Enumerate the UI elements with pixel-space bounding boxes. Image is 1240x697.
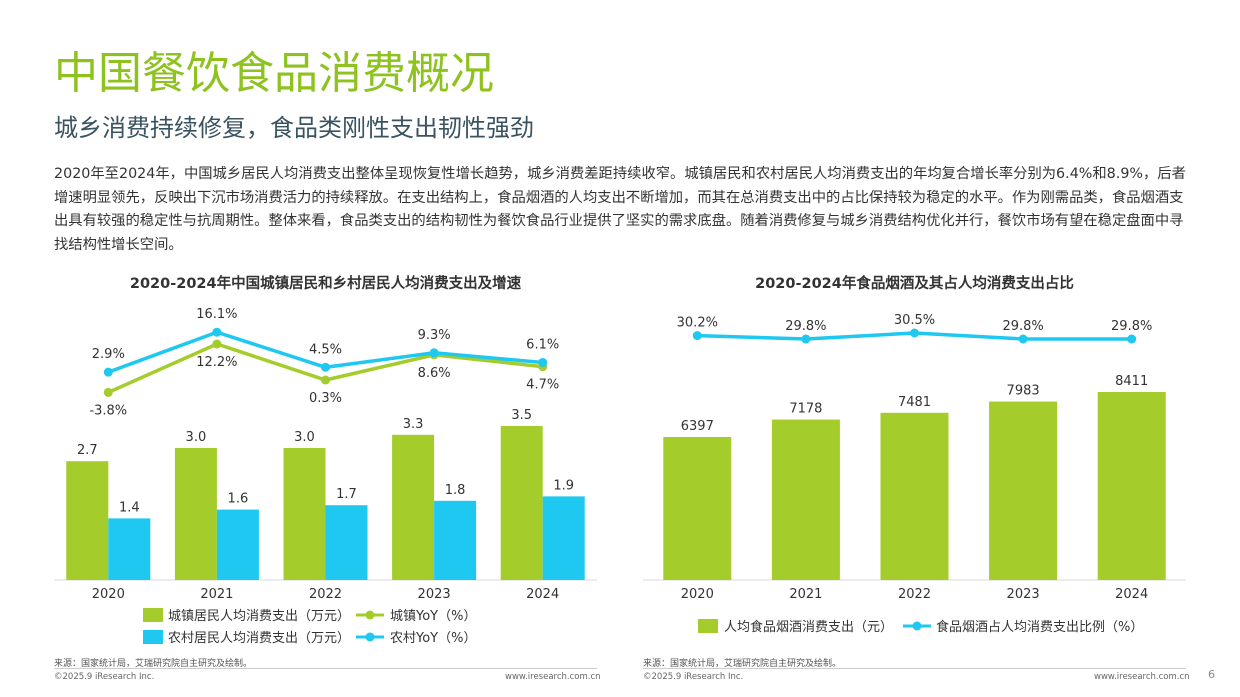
rural-yoy-label: 16.1% (196, 307, 237, 322)
chart1-x-tick: 2021 (200, 587, 233, 602)
food-share-point (910, 328, 919, 338)
urban-yoy-label: 8.6% (418, 366, 451, 381)
food-share-point (1018, 334, 1028, 344)
food-spend-bar-label: 6397 (681, 419, 714, 434)
rural-bar-label: 1.4 (119, 500, 140, 515)
rural-yoy-label: 4.5% (309, 342, 342, 357)
chart2-x-tick: 2020 (681, 587, 714, 602)
chart2-title: 2020-2024年食品烟酒及其占人均消费支出占比 (755, 276, 1074, 292)
food-spend-bar (771, 419, 840, 580)
urban-yoy-label: -3.8% (89, 403, 127, 418)
rural-yoy-point (429, 348, 439, 358)
rural-bar (325, 505, 368, 580)
chart1-title: 2020-2024年中国城镇居民和乡村居民人均消费支出及增速 (129, 276, 522, 292)
rural-yoy-label: 6.1% (526, 337, 559, 352)
legend-food-spend-swatch (698, 619, 718, 633)
rural-bar (108, 518, 151, 580)
page-title: 中国餐饮食品消费概况 (54, 48, 494, 99)
urban-bar-label: 3.0 (186, 430, 207, 445)
rural-bar-label: 1.7 (336, 487, 357, 502)
rural-bar (542, 496, 585, 580)
chart1-x-tick: 2024 (526, 587, 559, 602)
chart2-source: 来源：国家统计局，艾瑞研究院自主研究及绘制。 (643, 659, 842, 669)
food-share-label: 29.8% (1111, 319, 1152, 334)
food-spend-bar-label: 7481 (898, 395, 931, 410)
rural-yoy-point (212, 327, 222, 337)
urban-yoy-point (212, 339, 222, 349)
urban-yoy-point (321, 375, 330, 385)
legend-urban-yoy-text: 城镇YoY（%） (390, 609, 476, 624)
footer-divider-left (54, 668, 597, 669)
rural-yoy-label: 9.3% (418, 328, 451, 343)
footer-divider-right (643, 668, 1186, 669)
legend-rural-bar-text: 农村居民人均消费支出（万元） (168, 631, 350, 646)
legend-rural-yoy-text: 农村YoY（%） (390, 631, 476, 646)
urban-bar-label: 2.7 (77, 443, 98, 458)
chart2-x-tick: 2023 (1007, 587, 1040, 602)
legend-rural-yoy-dot (365, 632, 375, 642)
urban-bar (283, 448, 326, 580)
urban-bar-label: 3.5 (511, 408, 532, 423)
urban-yoy-label: 4.7% (526, 378, 559, 393)
chart2-x-tick: 2021 (789, 587, 822, 602)
food-spend-bar-label: 7178 (789, 402, 822, 417)
page-subtitle: 城乡消费持续修复，食品类刚性支出韧性强劲 (54, 114, 534, 142)
url-right[interactable]: www.iresearch.com.cn (1094, 672, 1190, 682)
urban-bar (500, 426, 543, 580)
urban-bar (174, 448, 217, 580)
legend-food-share-dot (912, 621, 922, 631)
rural-bar-label: 1.6 (228, 492, 249, 507)
food-spend-bar-label: 7983 (1007, 384, 1040, 399)
legend-urban-bar-swatch (143, 608, 163, 622)
rural-bar (434, 500, 477, 580)
legend-rural-bar-swatch (143, 630, 163, 644)
summary-paragraph: 2020年至2024年，中国城乡居民人均消费支出整体呈现恢复性增长趋势，城乡消费… (54, 166, 1186, 253)
chart1-x-tick: 2022 (309, 587, 342, 602)
food-spend-bar-label: 8411 (1115, 374, 1148, 389)
rural-yoy-point (103, 367, 113, 377)
chart2-x-tick: 2024 (1115, 587, 1148, 602)
urban-yoy-point (103, 387, 113, 397)
food-share-point (801, 334, 811, 344)
copyright-right: ©2025.9 iResearch Inc. (643, 672, 744, 682)
urban-bar-label: 3.3 (403, 417, 424, 432)
chart1-source: 来源：国家统计局，艾瑞研究院自主研究及绘制。 (54, 659, 253, 669)
rural-bar (216, 509, 259, 580)
legend-urban-bar-text: 城镇居民人均消费支出（万元） (168, 609, 350, 624)
food-spend-bar (663, 437, 732, 580)
food-spend-bar (989, 401, 1058, 580)
page-number: 6 (1208, 668, 1215, 681)
food-spend-bar (880, 412, 949, 580)
food-share-label: 30.2% (677, 316, 718, 331)
legend-urban-yoy-dot (365, 610, 375, 620)
url-left[interactable]: www.iresearch.com.cn (505, 672, 601, 682)
urban-bar-label: 3.0 (294, 430, 315, 445)
copyright-left: ©2025.9 iResearch Inc. (54, 672, 155, 682)
chart1-x-tick: 2023 (418, 587, 451, 602)
food-spend-bar (1097, 392, 1166, 580)
rural-bar-label: 1.8 (445, 483, 466, 498)
food-share-label: 29.8% (785, 319, 826, 334)
rural-yoy-point (321, 362, 330, 372)
urban-bar (392, 434, 435, 580)
rural-bar-label: 1.9 (553, 478, 574, 493)
chart1-x-tick: 2020 (92, 587, 125, 602)
urban-yoy-label: 12.2% (196, 355, 237, 370)
legend-food-share-text: 食品烟酒占人均消费支出比例（%） (936, 619, 1143, 635)
chart2-x-tick: 2022 (898, 587, 931, 602)
urban-yoy-label: 0.3% (309, 391, 342, 406)
rural-yoy-label: 2.9% (92, 347, 125, 362)
food-share-label: 30.5% (894, 313, 935, 328)
urban-bar (66, 461, 109, 580)
food-share-point (1127, 334, 1137, 344)
rural-yoy-point (538, 357, 548, 367)
legend-food-spend-text: 人均食品烟酒消费支出（元） (724, 619, 893, 635)
food-share-point (692, 331, 702, 341)
food-share-label: 29.8% (1002, 319, 1043, 334)
